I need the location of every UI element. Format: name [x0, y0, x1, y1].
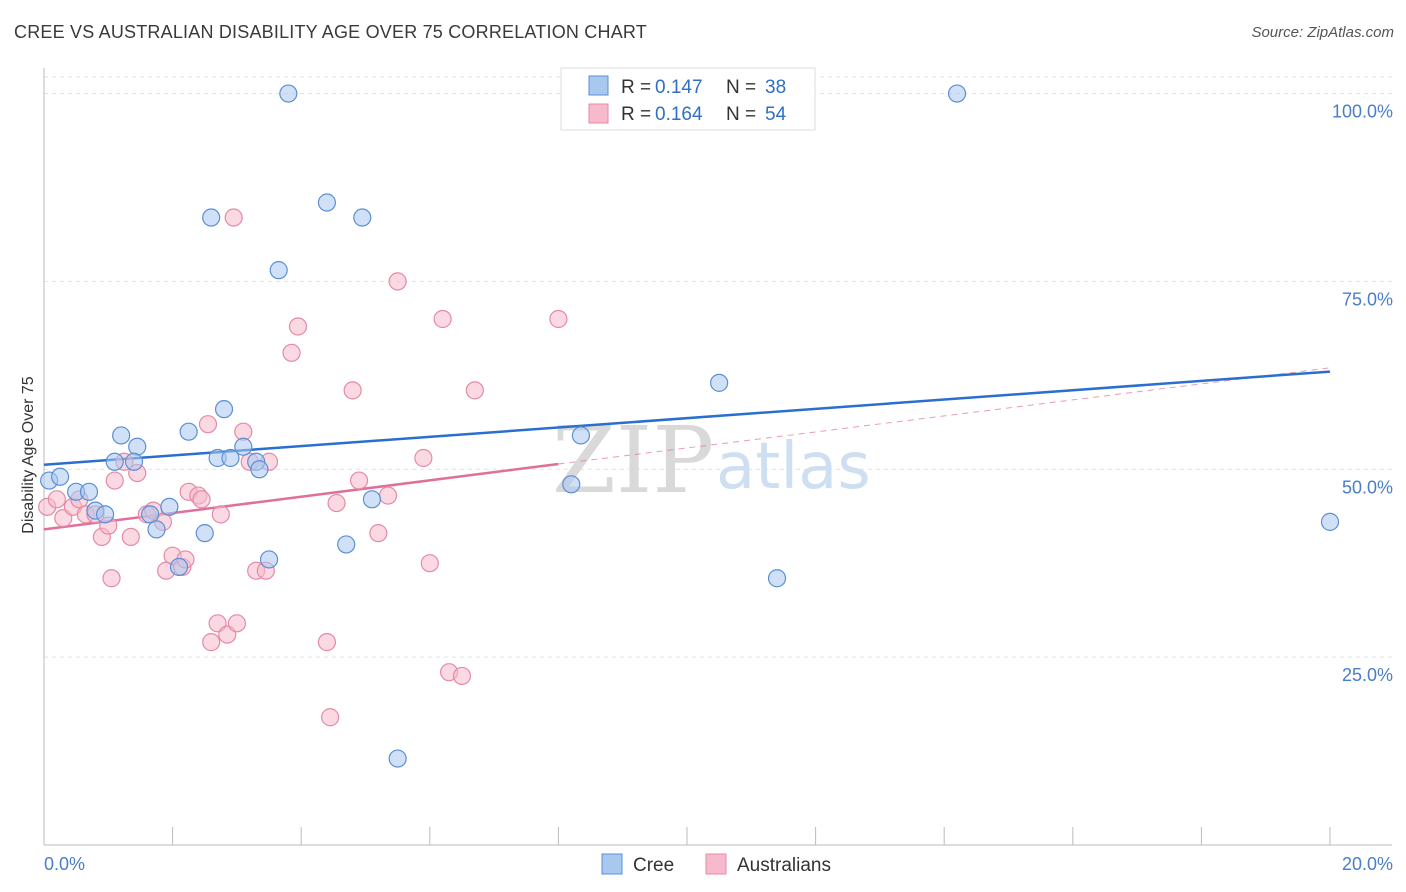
watermark: ZIP atlas — [552, 407, 871, 514]
y-tick-label: 50.0% — [1342, 477, 1393, 497]
y-axis-label: Disability Age Over 75 — [20, 376, 37, 534]
cree-point — [214, 400, 234, 419]
grid-layer — [44, 76, 1392, 658]
cree-point — [947, 84, 967, 103]
australians-point — [105, 471, 124, 490]
australians-trend-extension — [558, 367, 1331, 465]
cree-point — [388, 749, 407, 768]
australians-point — [47, 490, 66, 509]
y-tick-label: 75.0% — [1342, 289, 1393, 309]
australians-point — [452, 666, 472, 686]
cree-point — [140, 505, 160, 524]
cree-point — [571, 426, 591, 445]
cree-point — [169, 557, 189, 577]
australians-point — [414, 448, 433, 468]
australians-point — [369, 524, 388, 543]
australians-point — [321, 708, 340, 727]
legend-n-value-australians: 54 — [765, 104, 787, 125]
cree-point — [50, 467, 70, 486]
cree-point — [221, 448, 240, 468]
cree-point — [124, 452, 144, 471]
legend-r-label-australians: R = — [621, 104, 651, 125]
australians-point — [465, 381, 484, 400]
cree-point — [147, 520, 166, 539]
australians-point — [388, 272, 407, 291]
australians-point — [288, 317, 308, 336]
cree-point — [337, 535, 356, 554]
cree-point — [79, 482, 99, 501]
axes-layer: 25.0% 50.0% 75.0% 100.0% 0.0% 20.0% — [43, 68, 1393, 874]
legend-swatch-australians — [588, 103, 609, 124]
trend-layer — [43, 367, 1331, 531]
australians-point — [549, 309, 568, 329]
legend-bottom-swatch-australians — [705, 853, 727, 875]
legend-bottom-swatch-cree — [601, 853, 623, 875]
australians-point — [317, 633, 337, 652]
legend-top: R = 0.147 N = 38 R = 0.164 N = 54 — [560, 67, 816, 131]
y-tick-label: 100.0% — [1332, 102, 1393, 122]
cree-point — [353, 208, 372, 227]
cree-point — [179, 422, 198, 441]
cree-point — [1320, 512, 1340, 531]
australians-point — [433, 309, 452, 329]
x-tick-label-max: 20.0% — [1342, 854, 1393, 874]
cree-point — [250, 460, 269, 479]
australians-point — [420, 554, 439, 573]
chart-source: Source: ZipAtlas.com — [1251, 24, 1394, 41]
legend-r-label-cree: R = — [621, 77, 651, 98]
australians-point — [327, 493, 346, 513]
legend-r-value-australians: 0.164 — [655, 104, 703, 125]
legend-bottom-label-cree: Cree — [633, 855, 674, 876]
australians-point — [378, 486, 398, 505]
cree-trend-line — [43, 370, 1331, 467]
legend-bottom-label-australians: Australians — [737, 855, 831, 876]
cree-point — [710, 373, 729, 392]
australians-point — [102, 569, 121, 588]
legend-n-label-cree: N = — [726, 77, 756, 98]
cree-point — [269, 261, 288, 280]
australians-point — [198, 415, 218, 434]
australians-point — [282, 343, 301, 362]
australians-point — [343, 381, 362, 400]
legend-bottom: Cree Australians — [601, 853, 831, 876]
australians-point — [192, 490, 211, 509]
cree-point — [362, 490, 382, 509]
cree-point — [317, 193, 337, 212]
cree-point — [202, 208, 221, 227]
australians-point — [227, 614, 246, 633]
australians-point — [121, 527, 140, 547]
watermark-atlas: atlas — [716, 430, 871, 504]
australians-point — [211, 505, 230, 524]
cree-point — [105, 452, 124, 471]
x-tick-label-min: 0.0% — [44, 854, 85, 874]
y-tick-label: 25.0% — [1342, 665, 1393, 685]
cree-point — [234, 437, 253, 456]
points-layer — [38, 84, 1340, 768]
legend-n-label-australians: N = — [726, 104, 756, 125]
cree-point — [195, 524, 214, 543]
australians-point — [224, 208, 243, 227]
cree-point — [767, 569, 787, 588]
cree-point — [160, 497, 179, 516]
cree-point — [259, 550, 279, 569]
legend-n-value-cree: 38 — [765, 77, 786, 98]
legend-r-value-cree: 0.147 — [655, 77, 703, 98]
cree-point — [95, 505, 115, 524]
cree-point — [112, 426, 131, 445]
australians-trend-line — [43, 462, 559, 531]
cree-point — [279, 84, 298, 103]
legend-swatch-cree — [588, 75, 609, 96]
cree-point — [128, 437, 147, 456]
australians-point — [349, 471, 369, 490]
chart-title: CREE VS AUSTRALIAN DISABILITY AGE OVER 7… — [14, 22, 647, 42]
cree-point — [562, 475, 581, 494]
australians-point — [202, 633, 221, 652]
